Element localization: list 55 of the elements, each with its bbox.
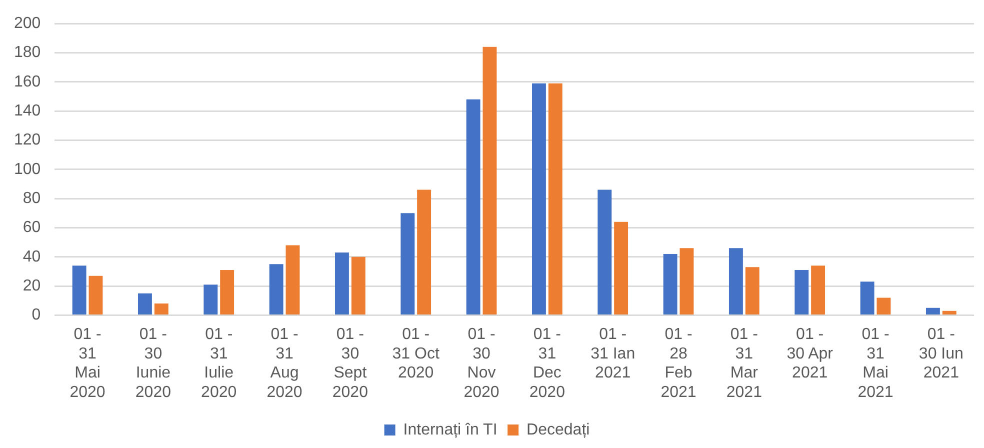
bar: [204, 284, 218, 314]
x-tick-label: 01 - 31 Aug 2020: [266, 326, 302, 401]
y-tick-label: 180: [14, 44, 41, 62]
bar: [926, 308, 940, 314]
legend-label: Internați în TI: [403, 421, 498, 438]
x-tick-label: 01 - 31 Ian 2021: [590, 326, 636, 382]
bar: [269, 264, 284, 314]
bar: [680, 248, 694, 314]
bar: [88, 276, 103, 314]
bar: [154, 304, 168, 314]
x-tick-label: 01 - 30 Apr 2021: [786, 326, 834, 382]
bar: [876, 298, 891, 314]
y-tick-label: 120: [14, 132, 41, 149]
bar: [351, 256, 366, 314]
bar: [794, 270, 809, 314]
y-tick-label: 80: [22, 190, 41, 207]
bar: [745, 267, 760, 314]
y-tick-label: 40: [22, 248, 41, 266]
bar: [942, 310, 956, 314]
x-tick-label: 01 - 31 Mar 2021: [726, 326, 762, 401]
x-tick-label: 01 - 31 Dec 2020: [529, 326, 566, 401]
bar: [335, 252, 349, 314]
bar: [663, 254, 678, 314]
x-tick-label: 01 - 31 Oct 2020: [392, 326, 440, 382]
bar: [860, 282, 874, 314]
y-tick-label: 140: [14, 102, 41, 120]
x-tick-label: 01 - 30 Iunie 2020: [135, 326, 172, 401]
bar: [417, 190, 432, 314]
bar: [138, 293, 152, 314]
bar: [548, 83, 562, 314]
bar: [286, 245, 300, 314]
bar: [72, 266, 86, 314]
x-tick-label: 01 - 31 Iulie 2020: [201, 326, 237, 401]
bar: [598, 190, 612, 314]
y-tick-label: 60: [22, 219, 41, 236]
x-tick-label: 01 - 30 Sept 2020: [332, 326, 368, 401]
y-tick-label: 160: [14, 73, 41, 90]
x-tick-label: 01 - 31 Mai 2020: [70, 326, 106, 401]
x-tick-label: 01 - 31 Mai 2021: [858, 326, 894, 401]
x-tick-label: 01 - 28 Feb 2021: [660, 326, 696, 401]
bar: [400, 213, 415, 314]
bar: [220, 270, 234, 314]
y-tick-label: 100: [14, 160, 41, 178]
y-tick-label: 20: [22, 277, 41, 294]
bar: [728, 248, 743, 314]
x-tick-label: 01 - 30 Iun 2021: [918, 326, 964, 382]
bar: [482, 46, 497, 314]
bar: [466, 99, 480, 314]
legend-label: Decedați: [526, 421, 590, 438]
bar: [811, 266, 826, 314]
x-tick-label: 01 - 30 Nov 2020: [464, 326, 500, 401]
y-tick-label: 0: [32, 306, 41, 324]
bar: [614, 222, 628, 314]
bar: [532, 83, 546, 314]
y-tick-label: 200: [14, 15, 41, 32]
